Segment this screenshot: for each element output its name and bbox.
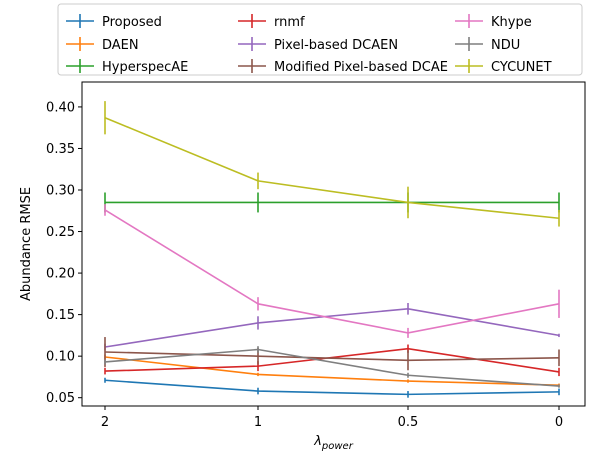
legend-item: rnmf [238,14,305,30]
x-tick-label: 2 [101,415,109,430]
legend-item: HyperspecAE [66,59,188,75]
legend-item: NDU [455,37,520,53]
series-rnmf [104,344,560,377]
series-proposed [104,377,560,398]
x-axis-label-subscript: power [321,441,354,452]
legend-label: Proposed [102,15,162,30]
y-tick-label: 0.10 [46,350,75,365]
legend-label: Khype [491,15,532,30]
legend-label: HyperspecAE [102,60,188,75]
series-line [104,348,560,387]
legend-label: NDU [491,38,520,53]
series-pixel-based-dcaen [104,302,560,351]
legend-frame [57,3,583,76]
legend: Proposed DAEN HyperspecAE rnmf Pixel-based D… [57,3,583,76]
plot-frame [81,81,586,407]
legend-label: DAEN [102,38,139,53]
x-tick-label: 1 [254,415,262,430]
y-tick-label: 0.30 [46,184,75,199]
series-line [104,209,560,334]
x-axis-label-base: λ [313,434,322,449]
series-line [104,356,560,387]
x-axis-label: λpower [313,434,354,452]
y-tick-label: 0.05 [46,391,75,406]
x-tick-label: 0 [555,415,563,430]
legend-label: Pixel-based DCAEN [274,38,398,53]
series-cycunet [104,101,560,227]
series-ndu [104,346,560,388]
series-line [104,307,560,348]
series-khype [104,204,560,338]
x-tick-label: 0.5 [398,415,419,430]
series-hyperspecae [104,192,560,213]
legend-label: Modified Pixel-based DCAE [274,60,448,75]
y-axis-label: Abundance RMSE [19,187,34,301]
series-line [104,379,560,396]
legend-item: Modified Pixel-based DCAE [238,59,448,75]
series-line [104,116,560,220]
y-tick-label: 0.15 [46,308,75,323]
series-line [104,347,560,373]
legend-item: Khype [455,14,532,30]
legend-label: CYCUNET [491,60,552,75]
plot-area: 0.05 0.10 0.15 0.20 0.25 0.30 0.35 0.40 2 1 0.5 0 [46,81,586,430]
legend-item: Pixel-based DCAEN [238,37,398,53]
y-tick-label: 0.35 [46,142,75,157]
y-tick-label: 0.40 [46,100,75,115]
y-tick-label: 0.25 [46,225,75,240]
y-tick-label: 0.20 [46,267,75,282]
legend-item: DAEN [66,37,139,53]
legend-item: Proposed [66,14,162,30]
series-line [104,351,560,362]
legend-label: rnmf [274,15,305,30]
legend-item: CYCUNET [455,59,552,75]
